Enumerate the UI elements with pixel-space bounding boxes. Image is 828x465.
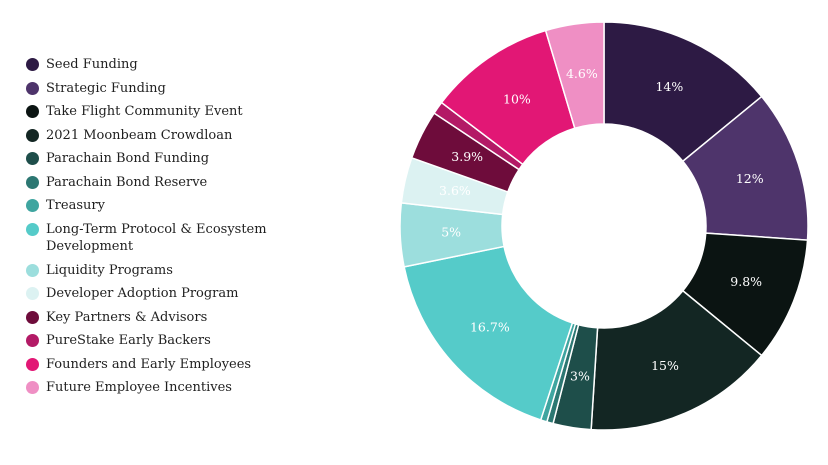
- donut-slice[interactable]: [403, 245, 574, 421]
- legend-item[interactable]: Treasury: [26, 197, 326, 221]
- legend-swatch: [26, 222, 39, 236]
- legend-label: Seed Funding: [46, 57, 138, 72]
- slice-value-label: 14%: [655, 79, 683, 94]
- donut-slice[interactable]: [544, 21, 605, 130]
- legend-swatch: [26, 263, 39, 277]
- legend-swatch: [26, 310, 39, 324]
- legend-label: Take Flight Community Event: [46, 104, 243, 119]
- legend-swatch: [26, 152, 39, 165]
- legend-item[interactable]: Future Employee Incentives: [26, 379, 326, 403]
- legend-item[interactable]: Seed Funding: [26, 56, 326, 80]
- legend-label: Parachain Bond Funding: [46, 151, 210, 166]
- legend-swatch: [26, 128, 39, 142]
- legend-label: Key Partners & Advisors: [46, 309, 208, 325]
- slice-value-label: 3%: [570, 369, 590, 384]
- legend-swatch: [26, 381, 39, 394]
- chart-legend: Seed Funding Strategic Funding Take Flight…: [26, 56, 326, 403]
- legend-label: Strategic Funding: [46, 80, 166, 96]
- slice-value-label: 9.8%: [730, 274, 762, 289]
- legend-label: PureStake Early Backers: [46, 333, 211, 348]
- legend-item[interactable]: PureStake Early Backers: [26, 332, 326, 356]
- slice-value-label: 3.9%: [451, 149, 483, 164]
- slice-value-label: 15%: [651, 358, 679, 373]
- legend-swatch: [26, 81, 39, 95]
- slice-value-label: 5%: [441, 224, 461, 239]
- legend-item[interactable]: Take Flight Community Event: [26, 103, 326, 127]
- slice-value-label: 3.6%: [439, 183, 471, 198]
- legend-label: Developer Adoption Program: [46, 286, 239, 301]
- legend-swatch: [26, 199, 39, 212]
- slice-value-label: 12%: [736, 171, 764, 186]
- legend-label: Future Employee Incentives: [46, 380, 232, 395]
- legend-item[interactable]: Strategic Funding: [26, 80, 326, 104]
- legend-item[interactable]: Parachain Bond Reserve: [26, 174, 326, 198]
- legend-item[interactable]: Parachain Bond Funding: [26, 150, 326, 174]
- legend-swatch: [26, 287, 39, 300]
- legend-swatch: [26, 105, 39, 118]
- legend-label: Parachain Bond Reserve: [46, 174, 208, 190]
- legend-label: 2021 Moonbeam Crowdloan: [46, 127, 233, 143]
- legend-item[interactable]: 2021 Moonbeam Crowdloan: [26, 127, 326, 151]
- legend-swatch: [26, 175, 39, 189]
- legend-label: Treasury: [46, 198, 105, 213]
- legend-item[interactable]: Liquidity Programs: [26, 262, 326, 286]
- legend-swatch: [26, 58, 39, 71]
- donut-slice[interactable]: [603, 21, 763, 163]
- slice-value-label: 4.6%: [566, 66, 598, 81]
- legend-item[interactable]: Developer Adoption Program: [26, 285, 326, 309]
- slice-value-label: 16.7%: [470, 319, 510, 334]
- legend-label: Liquidity Programs: [46, 262, 173, 278]
- legend-label: Long-Term Protocol & Ecosystem Developme…: [46, 221, 267, 254]
- legend-item[interactable]: Founders and Early Employees: [26, 356, 326, 380]
- legend-item[interactable]: Long-Term Protocol & Ecosystem Developme…: [26, 221, 326, 262]
- legend-swatch: [26, 334, 39, 347]
- slice-value-label: 10%: [503, 92, 531, 107]
- legend-label: Founders and Early Employees: [46, 356, 252, 372]
- donut-slice[interactable]: [590, 289, 763, 431]
- legend-item[interactable]: Key Partners & Advisors: [26, 309, 326, 333]
- legend-swatch: [26, 357, 39, 371]
